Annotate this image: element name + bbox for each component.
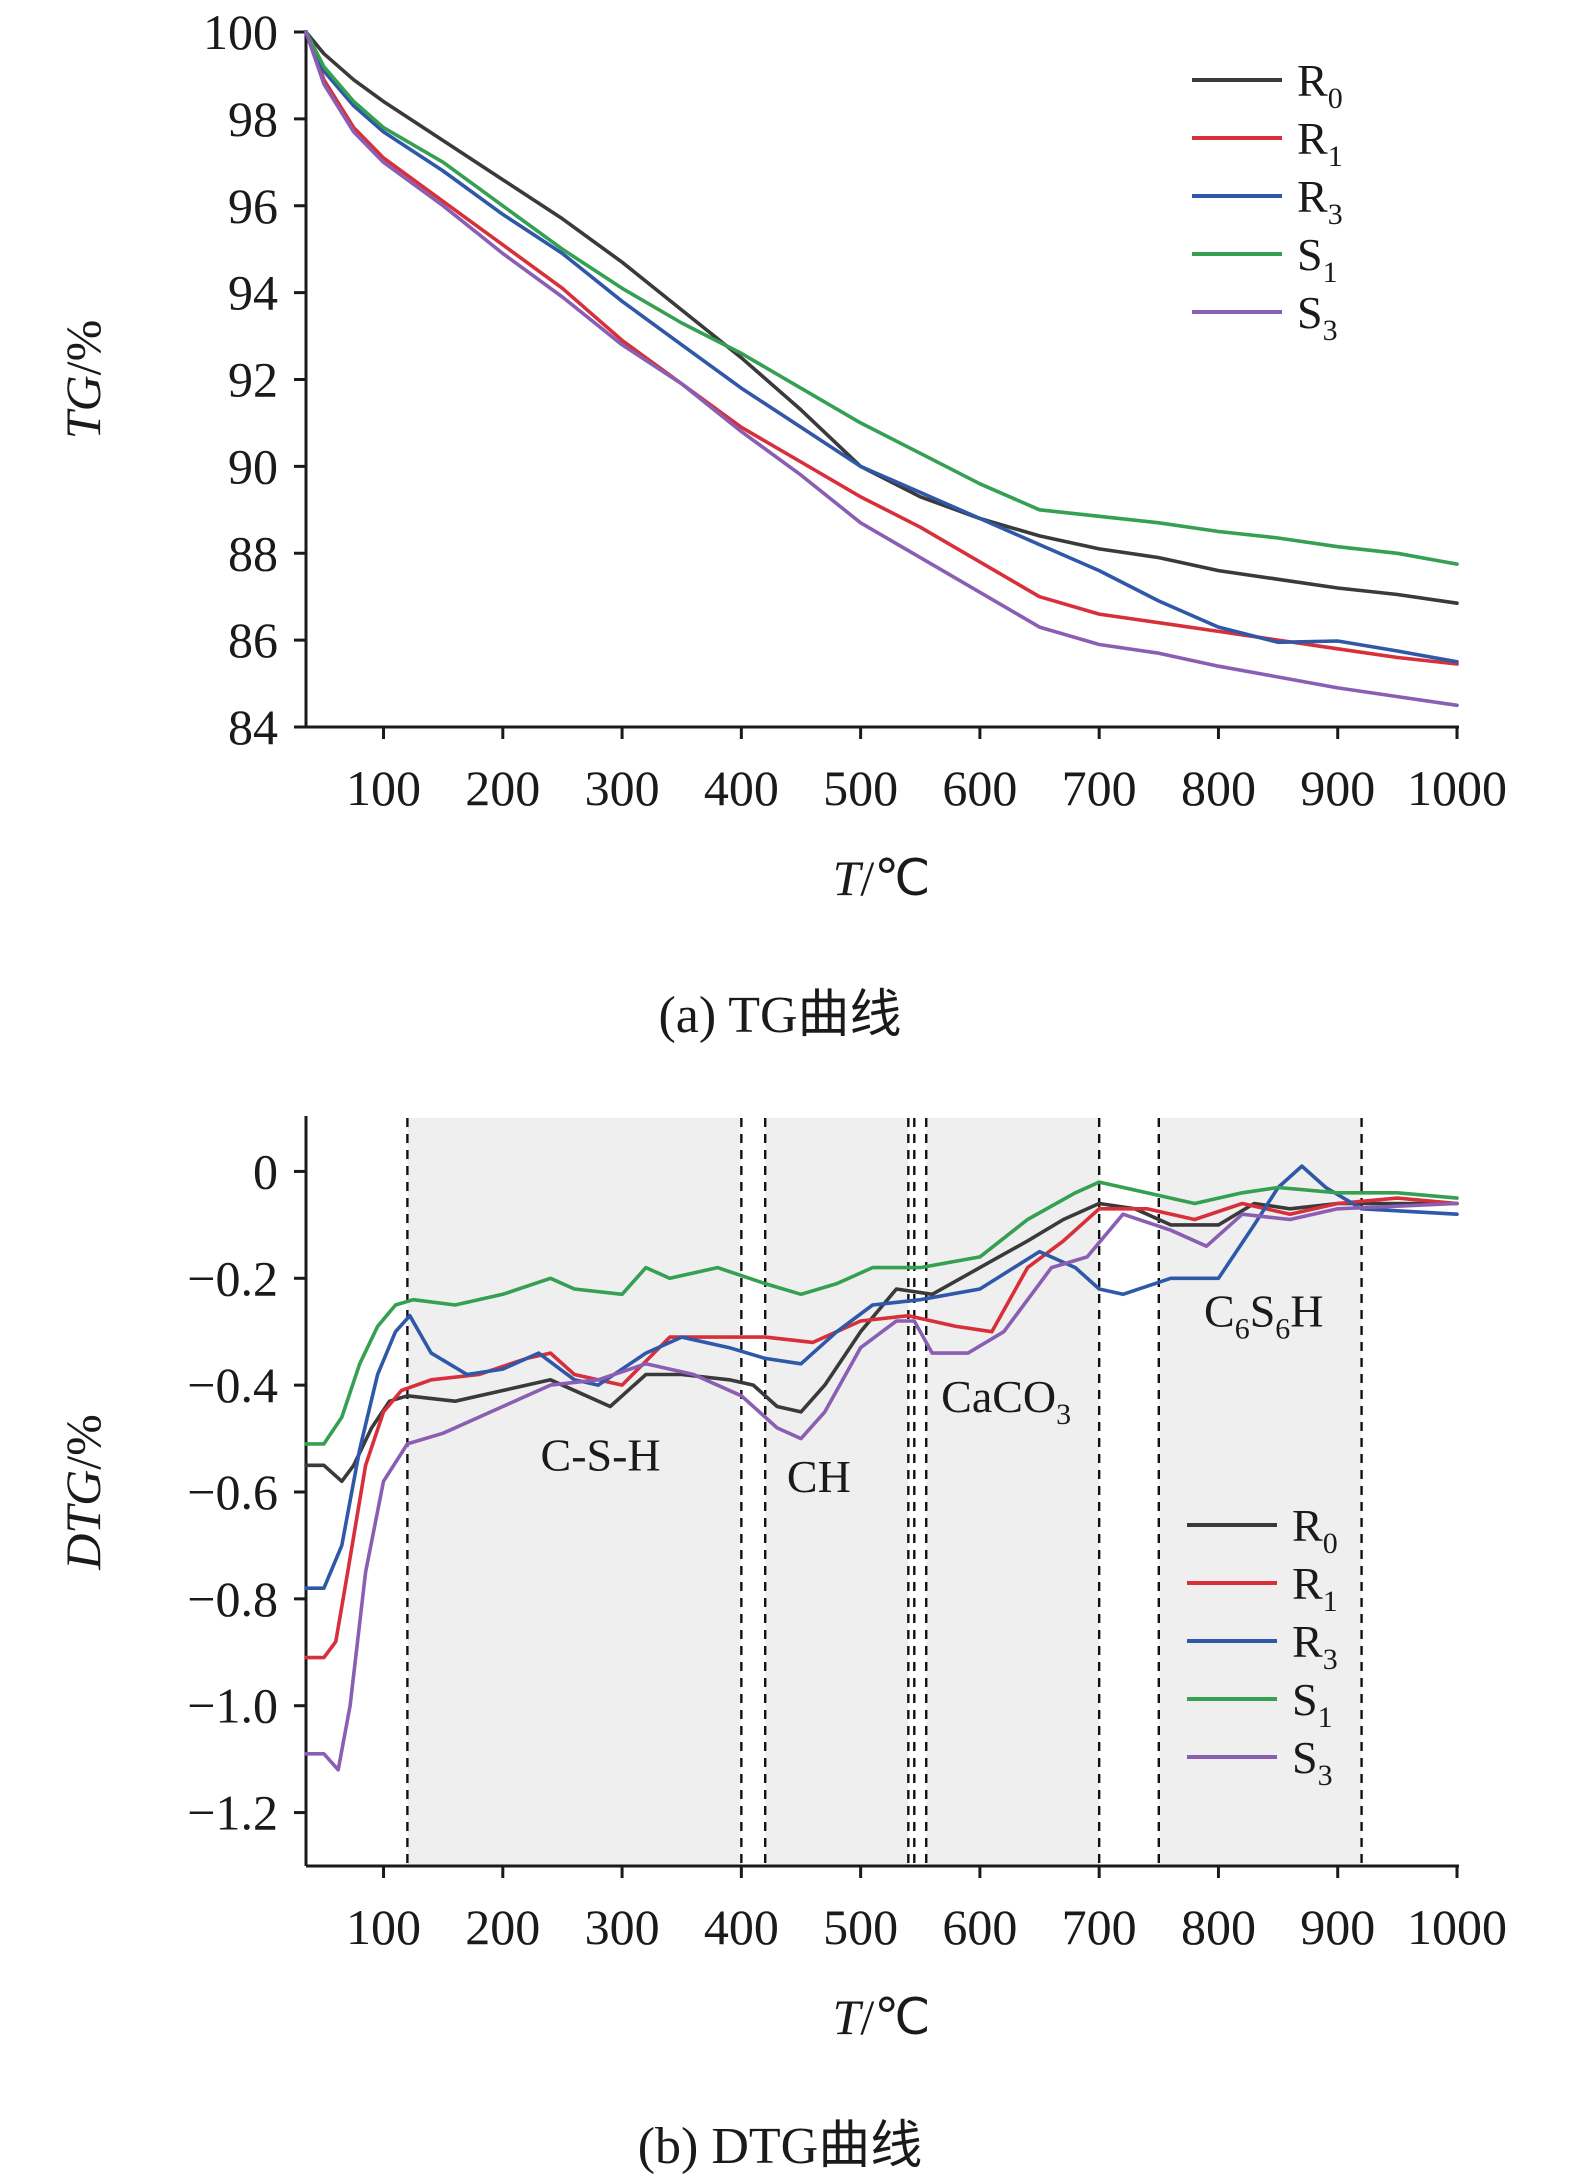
tg-x-tick-label: 500: [823, 760, 898, 816]
shaded-region-1: [407, 1118, 742, 1866]
dtg-y-axis-title: DTG/%: [55, 1414, 111, 1571]
dtg-legend-label-r1: R1: [1292, 1558, 1338, 1618]
dtg-series-r1: [304, 1196, 1459, 1660]
tg-y-axis-title: TG/%: [55, 320, 111, 439]
tg-x-tick-label: 100: [346, 760, 421, 816]
tg-chart: 84 86 88 90 92 94 96 98 100 100 200 300 400 500 600 700…: [55, 4, 1507, 906]
tg-series-r0: [304, 30, 1459, 606]
tg-y-tick-label: 94: [228, 265, 278, 321]
shaded-region-3: [926, 1118, 1100, 1866]
dtg-series-r3: [304, 1164, 1459, 1590]
region-label-4: C6S6H: [1204, 1285, 1324, 1345]
tg-series-r1: [304, 30, 1459, 666]
dtg-series-s1: [304, 1180, 1459, 1446]
dtg-x-tick-label: 100: [346, 1899, 421, 1955]
dtg-x-tick-label: 500: [823, 1899, 898, 1955]
shaded-region-4: [1158, 1118, 1362, 1866]
dtg-x-tick-label: 600: [942, 1899, 1017, 1955]
dtg-x-axis-title: T/℃: [833, 1989, 931, 2045]
tg-series-r3: [304, 30, 1459, 664]
region-label-1: C-S-H: [541, 1430, 661, 1481]
tg-y-tick-label: 96: [228, 178, 278, 234]
dtg-chart: 0 −0.2 −0.4 −0.6 −0.8 −1.0 −1.2 100 200 300 400 500…: [55, 1116, 1507, 2045]
tg-y-tick-label: 98: [228, 91, 278, 147]
tg-y-tick-label: 100: [203, 4, 278, 60]
dtg-legend-label-s1: S1: [1292, 1674, 1333, 1734]
dtg-legend-label-s3: S3: [1292, 1732, 1333, 1792]
dtg-legend-label-r0: R0: [1292, 1500, 1338, 1560]
tg-y-tick-label: 90: [228, 438, 278, 494]
dtg-y-tick-label: −1.0: [187, 1678, 278, 1734]
dtg-x-tick-label: 200: [465, 1899, 540, 1955]
dtg-x-tick-label: 900: [1300, 1899, 1375, 1955]
tg-caption: (a) TG曲线: [658, 987, 901, 1044]
tg-x-tick-label: 1000: [1407, 760, 1507, 816]
tg-legend-label-s3: S3: [1297, 287, 1338, 347]
dtg-y-tick-label: −0.6: [187, 1464, 278, 1520]
tg-legend-label-s1: S1: [1297, 229, 1338, 289]
tg-x-tick-label: 400: [704, 760, 779, 816]
tg-x-tick-label: 200: [465, 760, 540, 816]
region-label-3: CaCO3: [941, 1371, 1071, 1431]
tg-x-tick-label: 700: [1062, 760, 1137, 816]
tg-y-tick-label: 88: [228, 525, 278, 581]
dtg-y-tick-label: −0.2: [187, 1250, 278, 1306]
tg-legend-label-r1: R1: [1297, 113, 1343, 173]
tg-y-tick-label: 84: [228, 699, 278, 755]
dtg-y-tick-label: −0.4: [187, 1357, 278, 1413]
tg-x-tick-label: 300: [585, 760, 660, 816]
tg-series-s1: [304, 30, 1459, 566]
tg-x-tick-label: 800: [1181, 760, 1256, 816]
dtg-x-tick-label: 800: [1181, 1899, 1256, 1955]
tg-x-tick-label: 600: [942, 760, 1017, 816]
dtg-x-tick-label: 1000: [1407, 1899, 1507, 1955]
dtg-x-tick-label: 300: [585, 1899, 660, 1955]
tg-x-tick-label: 900: [1300, 760, 1375, 816]
tg-y-tick-label: 86: [228, 612, 278, 668]
dtg-x-tick-label: 400: [704, 1899, 779, 1955]
dtg-x-tick-label: 700: [1062, 1899, 1137, 1955]
dtg-caption: (b) DTG曲线: [638, 2118, 923, 2175]
shaded-region-2: [765, 1118, 909, 1866]
dtg-y-tick-label: 0: [253, 1143, 278, 1199]
tg-y-tick-label: 92: [228, 352, 278, 408]
tg-legend-label-r0: R0: [1297, 55, 1343, 115]
dtg-series-s3: [304, 1201, 1459, 1772]
dtg-legend-label-r3: R3: [1292, 1616, 1338, 1676]
tg-x-axis-title: T/℃: [833, 850, 931, 906]
region-label-2: CH: [787, 1451, 851, 1502]
tg-legend-label-r3: R3: [1297, 171, 1343, 231]
dtg-y-tick-label: −1.2: [187, 1785, 278, 1841]
dtg-y-tick-label: −0.8: [187, 1571, 278, 1627]
tg-series-s3: [304, 30, 1459, 708]
